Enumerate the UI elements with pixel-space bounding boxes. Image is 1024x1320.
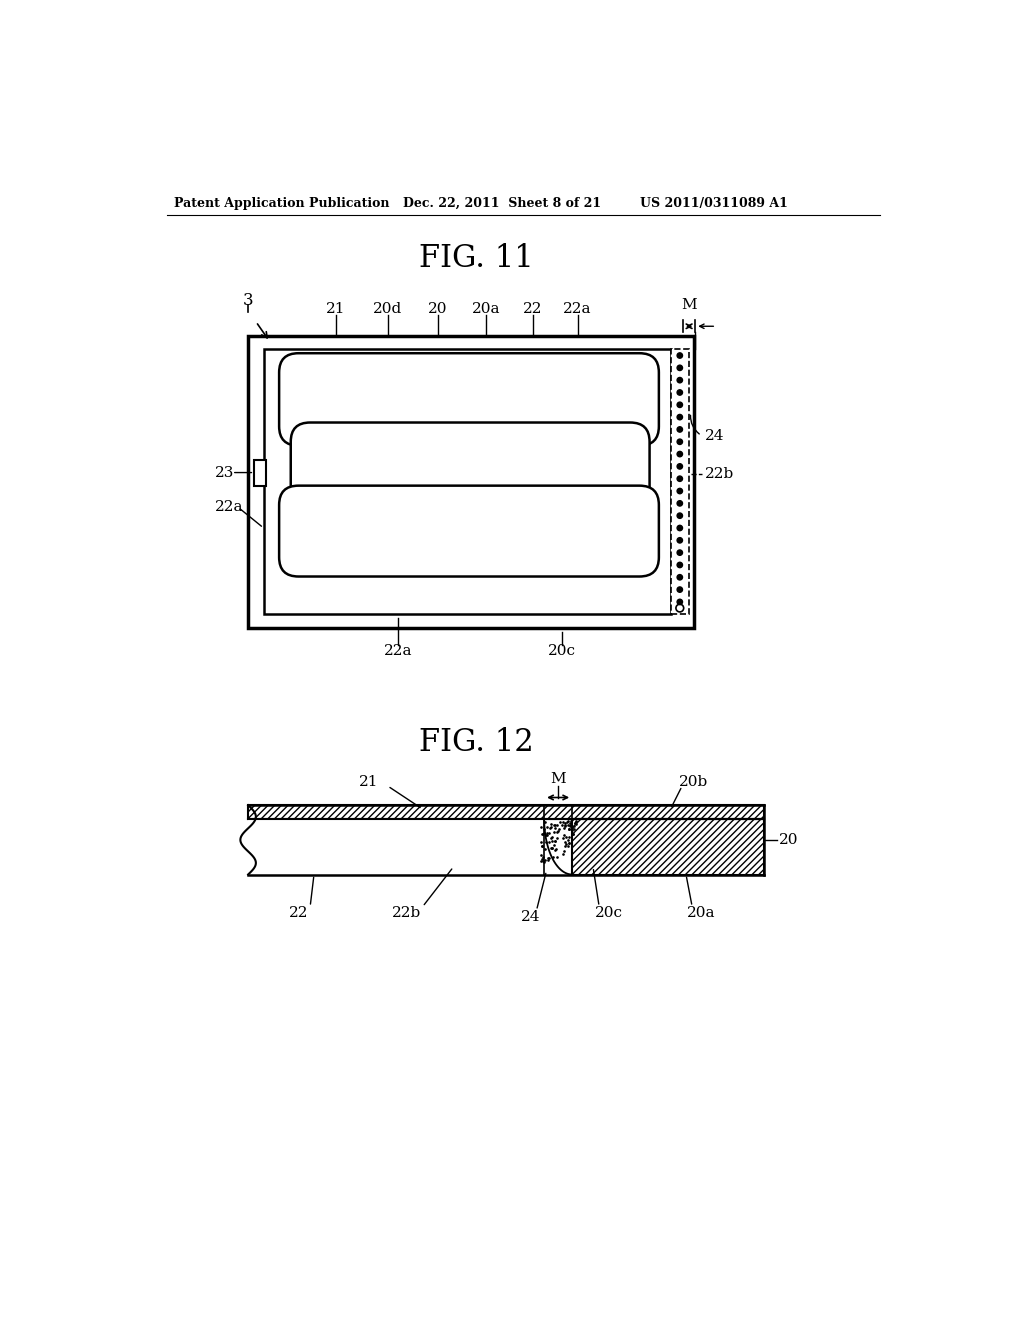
Bar [572, 818, 764, 875]
Text: US 2011/0311089 A1: US 2011/0311089 A1 [640, 197, 787, 210]
FancyBboxPatch shape [280, 354, 658, 446]
Circle shape [677, 389, 683, 395]
Bar [254, 461, 266, 486]
Text: 20c: 20c [595, 906, 623, 920]
Text: Dec. 22, 2011  Sheet 8 of 21: Dec. 22, 2011 Sheet 8 of 21 [403, 197, 601, 210]
Circle shape [677, 403, 683, 408]
Text: 22a: 22a [383, 644, 412, 659]
Bar [248, 805, 764, 818]
Text: 20a: 20a [687, 906, 716, 920]
Circle shape [677, 440, 683, 445]
Circle shape [677, 525, 683, 531]
Text: 22: 22 [289, 906, 308, 920]
Circle shape [677, 537, 683, 543]
Bar [248, 335, 693, 628]
Text: M: M [681, 298, 697, 313]
Text: 21: 21 [326, 302, 345, 317]
Circle shape [677, 426, 683, 432]
Text: 20d: 20d [373, 302, 402, 317]
Circle shape [677, 500, 683, 506]
Text: 22a: 22a [563, 302, 592, 317]
Circle shape [677, 513, 683, 519]
Text: 24: 24 [706, 429, 725, 442]
Circle shape [677, 463, 683, 469]
Circle shape [677, 574, 683, 579]
Bar [248, 818, 544, 875]
Bar [263, 350, 671, 614]
Text: FIG. 11: FIG. 11 [420, 243, 535, 275]
Circle shape [677, 488, 683, 494]
Text: 24: 24 [521, 909, 541, 924]
Circle shape [677, 451, 683, 457]
Text: 3: 3 [243, 292, 253, 309]
Text: 22a: 22a [215, 500, 244, 515]
Circle shape [677, 366, 683, 371]
Circle shape [677, 587, 683, 593]
Text: Patent Application Publication: Patent Application Publication [174, 197, 390, 210]
Text: 23: 23 [215, 466, 234, 479]
Circle shape [677, 599, 683, 605]
Circle shape [677, 477, 683, 482]
Text: 20: 20 [428, 302, 447, 317]
Circle shape [677, 414, 683, 420]
Text: 20: 20 [779, 833, 799, 847]
Text: 20c: 20c [548, 644, 575, 659]
Text: 20a: 20a [472, 302, 501, 317]
Text: 22: 22 [523, 302, 543, 317]
Text: 20b: 20b [679, 775, 709, 789]
FancyBboxPatch shape [291, 422, 649, 511]
Circle shape [677, 352, 683, 358]
Text: 21: 21 [358, 775, 378, 789]
Circle shape [677, 378, 683, 383]
FancyBboxPatch shape [280, 486, 658, 577]
Bar [671, 350, 689, 614]
Text: 22b: 22b [706, 467, 734, 480]
Text: 22b: 22b [392, 906, 422, 920]
Circle shape [677, 562, 683, 568]
Text: M: M [550, 772, 566, 785]
Text: FIG. 12: FIG. 12 [420, 726, 535, 758]
Circle shape [677, 550, 683, 556]
